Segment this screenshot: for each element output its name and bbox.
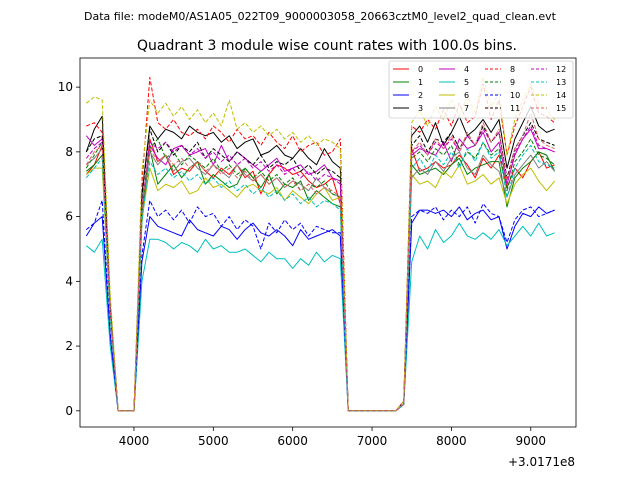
legend-label-7: 7 [464, 104, 469, 113]
legend-label-3: 3 [418, 104, 423, 113]
y-tick-label: 8 [65, 145, 73, 159]
legend-label-6: 6 [464, 91, 469, 100]
suptitle: Data file: modeM0/AS1A05_022T09_90000030… [84, 10, 557, 23]
y-tick-label: 0 [65, 404, 73, 418]
series-9-line [85, 138, 555, 412]
chart-title: Quadrant 3 module wise count rates with … [137, 38, 517, 54]
y-tick-label: 10 [58, 80, 73, 94]
legend-label-4: 4 [464, 65, 469, 74]
series-3-line [85, 106, 555, 412]
x-tick-label: 5000 [198, 434, 229, 448]
legend-label-2: 2 [418, 91, 423, 100]
plot-frame [79, 57, 577, 428]
series-1-line [85, 148, 556, 412]
legend-label-11: 11 [510, 104, 520, 113]
legend-label-14: 14 [556, 91, 566, 100]
series-13-line [85, 141, 555, 412]
series-5-line [85, 222, 555, 412]
legend-label-10: 10 [510, 91, 520, 100]
x-tick-label: 6000 [277, 434, 308, 448]
legend-label-9: 9 [510, 78, 515, 87]
series-2-line [85, 206, 555, 412]
legend-frame [388, 60, 574, 119]
y-tick-label: 6 [65, 210, 73, 224]
y-tick-label: 4 [65, 274, 73, 288]
x-tick-label: 8000 [436, 434, 467, 448]
x-tick-label: 4000 [119, 434, 150, 448]
series-7-line [85, 148, 555, 412]
x-tick-label: 9000 [515, 434, 546, 448]
x-axis: 4000 5000 6000 7000 8000 9000 [119, 427, 546, 448]
legend-label-15: 15 [556, 104, 566, 113]
y-axis: 0 2 4 6 8 10 [58, 80, 80, 418]
x-tick-label: 7000 [357, 434, 388, 448]
series-group [85, 76, 556, 412]
plot-area [80, 58, 576, 427]
legend-label-12: 12 [556, 65, 566, 74]
x-offset-label: +3.0171e8 [508, 455, 575, 469]
legend-label-1: 1 [418, 78, 423, 87]
legend-label-8: 8 [510, 65, 515, 74]
series-10-line [85, 199, 555, 412]
legend-label-13: 13 [556, 78, 566, 87]
y-tick-label: 2 [65, 339, 73, 353]
legend-label-5: 5 [464, 78, 469, 87]
legend-label-0: 0 [418, 65, 423, 74]
series-15-line [85, 112, 555, 412]
